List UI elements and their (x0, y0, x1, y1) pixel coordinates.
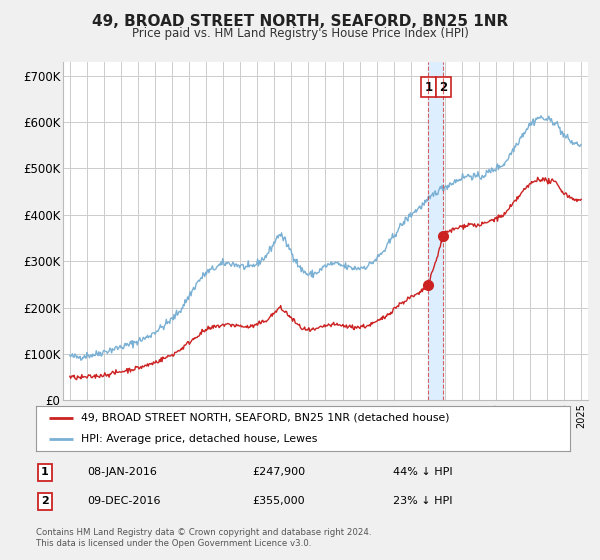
Text: 49, BROAD STREET NORTH, SEAFORD, BN25 1NR: 49, BROAD STREET NORTH, SEAFORD, BN25 1N… (92, 14, 508, 29)
Text: 2: 2 (439, 81, 448, 94)
Bar (428, 62, 443, 400)
Text: 1: 1 (41, 467, 49, 477)
Text: 23% ↓ HPI: 23% ↓ HPI (393, 496, 452, 506)
Text: Contains HM Land Registry data © Crown copyright and database right 2024.
This d: Contains HM Land Registry data © Crown c… (36, 528, 371, 548)
Text: HPI: Average price, detached house, Lewes: HPI: Average price, detached house, Lewe… (82, 434, 318, 444)
Text: 09-DEC-2016: 09-DEC-2016 (87, 496, 161, 506)
Text: 44% ↓ HPI: 44% ↓ HPI (393, 467, 452, 477)
Text: 08-JAN-2016: 08-JAN-2016 (87, 467, 157, 477)
Text: 2: 2 (41, 496, 49, 506)
Text: £355,000: £355,000 (252, 496, 305, 506)
Text: £247,900: £247,900 (252, 467, 305, 477)
Text: Price paid vs. HM Land Registry's House Price Index (HPI): Price paid vs. HM Land Registry's House … (131, 27, 469, 40)
Text: 49, BROAD STREET NORTH, SEAFORD, BN25 1NR (detached house): 49, BROAD STREET NORTH, SEAFORD, BN25 1N… (82, 413, 450, 423)
Text: 1: 1 (424, 81, 433, 94)
